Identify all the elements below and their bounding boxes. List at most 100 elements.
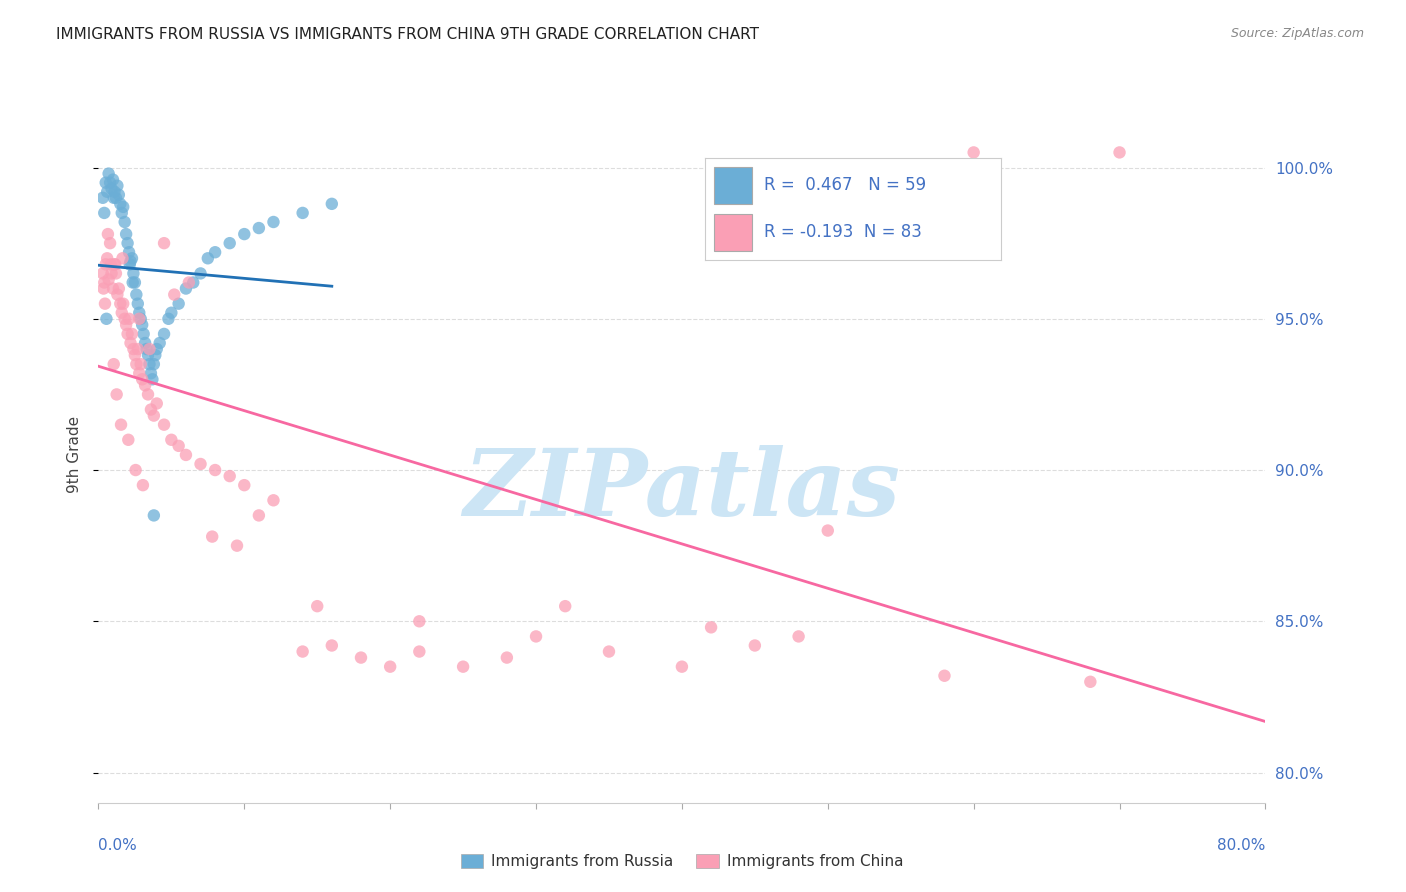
- Point: [128, 311, 150, 326]
- Point: [146, 396, 169, 410]
- Point: [201, 530, 224, 544]
- Point: [104, 267, 127, 281]
- Point: [93, 276, 115, 290]
- Point: [108, 281, 131, 295]
- Point: [112, 200, 135, 214]
- Point: [321, 197, 343, 211]
- Point: [153, 417, 176, 432]
- Point: [100, 267, 122, 281]
- Point: [160, 433, 183, 447]
- Point: [408, 644, 430, 658]
- Point: [103, 357, 125, 371]
- Point: [142, 409, 165, 423]
- Point: [181, 276, 204, 290]
- Point: [167, 439, 190, 453]
- Point: [124, 276, 146, 290]
- Point: [136, 387, 159, 401]
- Point: [91, 191, 114, 205]
- Point: [121, 276, 143, 290]
- Point: [380, 659, 402, 673]
- Point: [127, 342, 149, 356]
- Point: [111, 252, 134, 266]
- Point: [554, 599, 576, 614]
- Point: [122, 342, 145, 356]
- Point: [97, 227, 120, 241]
- Point: [105, 178, 128, 193]
- Point: [141, 372, 163, 386]
- Point: [143, 348, 166, 362]
- Point: [129, 357, 152, 371]
- Point: [247, 508, 270, 523]
- Point: [96, 252, 118, 266]
- Point: [97, 272, 120, 286]
- Point: [101, 281, 124, 295]
- Text: R =  0.467   N = 59: R = 0.467 N = 59: [765, 177, 927, 194]
- Point: [153, 326, 176, 341]
- Point: [110, 296, 132, 310]
- Point: [136, 348, 159, 362]
- Point: [118, 257, 141, 271]
- FancyBboxPatch shape: [714, 214, 752, 251]
- Point: [120, 336, 142, 351]
- Point: [350, 650, 373, 665]
- Point: [132, 326, 155, 341]
- Point: [125, 287, 148, 301]
- Point: [163, 287, 186, 301]
- Text: ZIPatlas: ZIPatlas: [464, 445, 900, 534]
- Point: [157, 311, 180, 326]
- Point: [110, 417, 132, 432]
- Point: [787, 629, 810, 643]
- Point: [117, 236, 139, 251]
- Point: [134, 378, 156, 392]
- Point: [263, 493, 285, 508]
- Point: [139, 366, 162, 380]
- Point: [167, 296, 190, 310]
- Point: [598, 644, 620, 658]
- Point: [98, 176, 121, 190]
- Point: [127, 296, 149, 310]
- Point: [226, 539, 249, 553]
- Point: [233, 478, 256, 492]
- Point: [91, 267, 114, 281]
- Point: [149, 336, 172, 351]
- Point: [118, 311, 141, 326]
- Point: [524, 629, 547, 643]
- Point: [115, 227, 138, 241]
- Point: [100, 182, 122, 196]
- Point: [121, 326, 143, 341]
- Text: R = -0.193  N = 83: R = -0.193 N = 83: [765, 223, 922, 242]
- Point: [408, 615, 430, 629]
- Point: [204, 245, 226, 260]
- Point: [197, 252, 219, 266]
- Point: [496, 650, 519, 665]
- Point: [190, 267, 212, 281]
- Point: [131, 318, 153, 332]
- Point: [671, 659, 693, 673]
- Point: [114, 215, 136, 229]
- Point: [94, 257, 117, 271]
- Point: [93, 206, 115, 220]
- Point: [100, 257, 122, 271]
- Point: [98, 236, 121, 251]
- Point: [139, 402, 162, 417]
- Point: [128, 306, 150, 320]
- Text: Source: ZipAtlas.com: Source: ZipAtlas.com: [1230, 27, 1364, 40]
- Point: [134, 336, 156, 351]
- Point: [111, 306, 134, 320]
- Point: [103, 257, 125, 271]
- Point: [118, 245, 141, 260]
- Point: [190, 457, 212, 471]
- Point: [115, 318, 138, 332]
- Point: [291, 206, 314, 220]
- Point: [117, 326, 139, 341]
- Point: [122, 267, 145, 281]
- Point: [204, 463, 226, 477]
- FancyBboxPatch shape: [714, 167, 752, 203]
- Point: [218, 469, 240, 483]
- Text: IMMIGRANTS FROM RUSSIA VS IMMIGRANTS FROM CHINA 9TH GRADE CORRELATION CHART: IMMIGRANTS FROM RUSSIA VS IMMIGRANTS FRO…: [56, 27, 759, 42]
- Point: [744, 639, 766, 653]
- Point: [146, 342, 169, 356]
- Point: [124, 348, 146, 362]
- Point: [105, 287, 128, 301]
- Point: [934, 669, 956, 683]
